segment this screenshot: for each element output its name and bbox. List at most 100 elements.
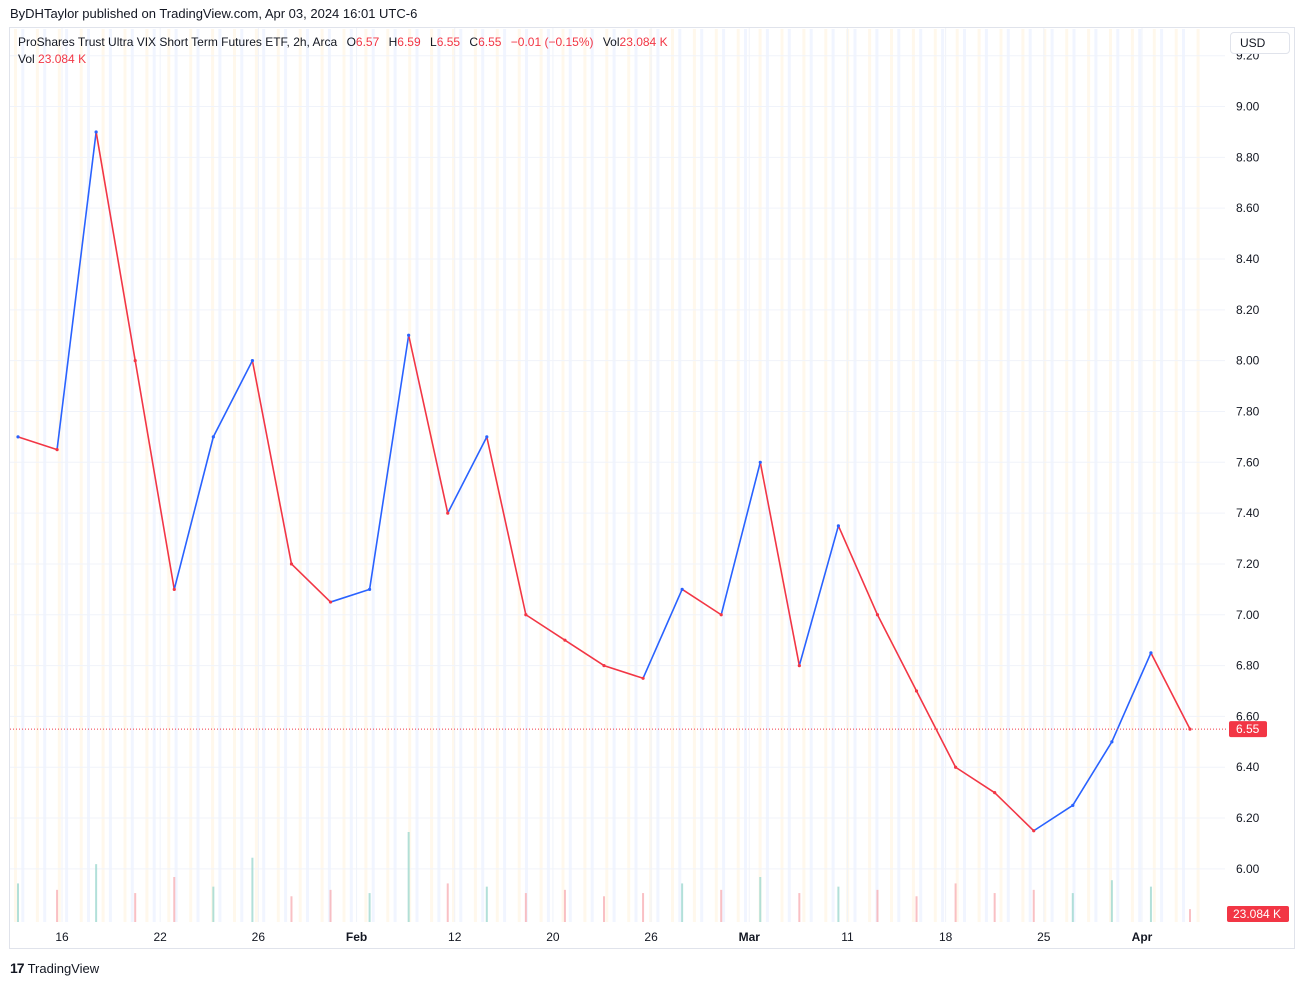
session-band [780, 29, 784, 922]
session-band [765, 29, 769, 922]
footer-brand[interactable]: 17 TradingView [10, 960, 99, 976]
change-value: −0.01 (−0.15%) [510, 35, 594, 49]
session-band [79, 29, 83, 922]
session-band [517, 29, 521, 922]
price-point [563, 638, 567, 642]
session-band [503, 29, 507, 922]
price-segment [1111, 652, 1152, 743]
volume-bar [954, 883, 957, 922]
session-band [955, 29, 959, 922]
symbol-legend: ProShares Trust Ultra VIX Short Term Fut… [18, 35, 668, 49]
session-band [897, 29, 901, 922]
session-band [736, 29, 740, 922]
session-band [1006, 29, 1010, 922]
session-band [561, 29, 565, 922]
session-band [430, 29, 434, 922]
session-band [101, 29, 105, 922]
session-band [1087, 29, 1091, 922]
volume-bar [95, 864, 98, 922]
price-point [289, 562, 294, 566]
volume-bar [1110, 880, 1113, 922]
price-segment [915, 690, 957, 768]
price-segment [525, 614, 566, 641]
price-point [1149, 651, 1153, 655]
price-segment [837, 525, 879, 616]
volume-bar [1032, 889, 1035, 922]
price-point [133, 359, 137, 363]
session-band [262, 29, 266, 922]
session-band [627, 29, 631, 922]
session-band [1196, 29, 1200, 922]
price-segment [876, 614, 918, 692]
y-tick-label: 8.40 [1236, 252, 1260, 266]
session-band [1152, 29, 1156, 922]
y-tick-label: 8.00 [1236, 354, 1260, 368]
volume-bar [251, 857, 254, 922]
volume-bar [837, 886, 840, 922]
session-band [1028, 29, 1032, 922]
session-band [831, 29, 835, 922]
session-band [941, 29, 945, 922]
high-value: 6.59 [397, 35, 421, 49]
session-band [1021, 29, 1025, 922]
volume-bar [290, 896, 293, 922]
session-band [57, 29, 61, 922]
session-band [415, 29, 419, 922]
session-band [583, 29, 587, 922]
y-tick-label: 7.00 [1236, 608, 1260, 622]
currency-button[interactable]: USD [1230, 32, 1290, 54]
session-band [14, 29, 17, 922]
session-band [1072, 29, 1076, 922]
session-band [174, 29, 178, 922]
price-point [602, 663, 606, 668]
session-band [984, 29, 988, 922]
price-point [993, 791, 997, 795]
x-tick-label: Feb [346, 930, 367, 944]
session-band [568, 29, 572, 922]
volume-bar [1189, 909, 1191, 922]
session-band [539, 29, 543, 922]
y-tick-label: 6.60 [1236, 709, 1260, 723]
session-band [1050, 29, 1054, 922]
session-band [123, 29, 127, 922]
session-band [233, 29, 236, 922]
session-band [276, 29, 280, 922]
session-band [1160, 29, 1164, 922]
x-tick-label: 22 [154, 930, 168, 944]
price-point [485, 435, 489, 439]
y-tick-label: 9.00 [1236, 100, 1260, 114]
x-tick-label: 25 [1037, 930, 1051, 944]
price-point [407, 333, 411, 337]
price-point [328, 600, 333, 604]
session-band [1094, 29, 1098, 922]
price-point [94, 130, 98, 134]
volume-bar [642, 893, 645, 922]
price-point [914, 689, 919, 693]
session-band [671, 29, 674, 922]
volume-bar [173, 877, 176, 922]
y-tick-label: 7.20 [1236, 557, 1260, 571]
session-band [452, 29, 455, 922]
x-tick-label: 12 [448, 930, 462, 944]
volume-bar [17, 883, 19, 922]
session-band [911, 29, 915, 922]
y-tick-label: 7.80 [1236, 404, 1260, 418]
price-segment [603, 664, 644, 680]
y-tick-label: 6.20 [1236, 811, 1260, 825]
session-band [298, 29, 302, 922]
price-segment [1150, 652, 1191, 730]
price-segment [368, 335, 410, 590]
session-band [65, 29, 69, 922]
volume-bar [759, 877, 762, 922]
session-band [43, 29, 47, 922]
volume-bar [603, 896, 605, 922]
symbol-title: ProShares Trust Ultra VIX Short Term Fut… [18, 35, 338, 49]
price-point [680, 587, 684, 591]
price-point [16, 435, 20, 439]
price-point [524, 613, 528, 617]
session-band [1138, 29, 1142, 922]
session-band [758, 29, 762, 922]
y-tick-label: 6.80 [1236, 659, 1260, 673]
session-band [809, 29, 813, 922]
